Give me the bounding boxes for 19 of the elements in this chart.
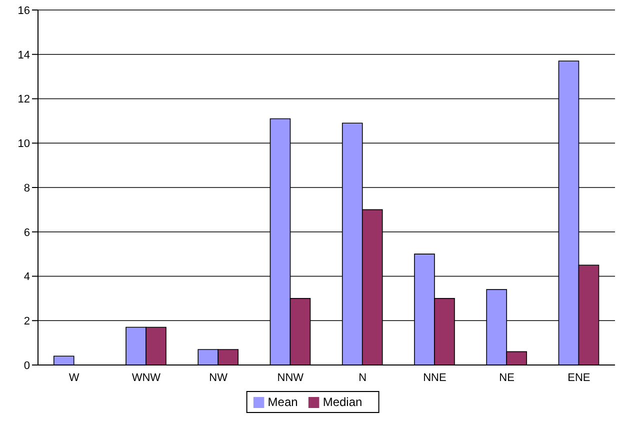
legend-label: Median [322, 395, 362, 409]
y-tick-label: 6 [24, 226, 30, 239]
legend-label: Mean [268, 395, 298, 409]
y-tick-label: 4 [24, 271, 30, 284]
x-tick-label: NNE [423, 372, 446, 384]
x-tick-label: NW [209, 372, 228, 384]
y-tick-label: 14 [18, 49, 30, 62]
y-tick-label: 16 [18, 4, 30, 17]
x-tick-label: NE [499, 372, 514, 384]
y-tick-label: 12 [18, 94, 30, 106]
x-tick-label: N [358, 372, 367, 384]
y-tick-label: 10 [18, 138, 30, 150]
y-tick-label: 2 [24, 316, 30, 328]
x-tick-label: ENE [568, 372, 590, 384]
y-tick-label: 0 [24, 360, 30, 372]
x-tick-label: WNW [132, 372, 162, 384]
x-tick-label: W [68, 372, 80, 384]
x-tick-label: NNW [277, 372, 304, 384]
y-tick-label: 8 [24, 182, 30, 194]
